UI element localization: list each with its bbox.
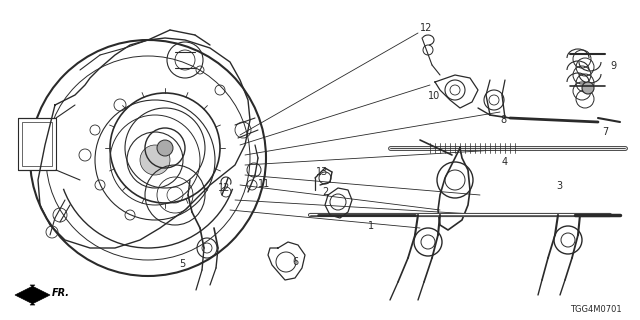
Text: 6: 6 [292,257,298,267]
Bar [18,118,56,170]
Text: 12: 12 [420,23,433,33]
Circle shape [140,145,170,175]
Text: 13: 13 [316,167,328,177]
Bar [22,122,52,166]
Text: 11: 11 [258,179,270,189]
Text: TGG4M0701: TGG4M0701 [570,305,622,314]
Text: FR.: FR. [52,288,70,298]
Text: 1: 1 [368,221,374,231]
Text: 5: 5 [179,259,185,269]
Text: 4: 4 [502,157,508,167]
Polygon shape [15,285,50,305]
Text: 3: 3 [556,181,562,191]
Text: 8: 8 [500,115,506,125]
Text: 9: 9 [610,61,616,71]
Text: 12: 12 [218,183,230,193]
Text: 10: 10 [428,91,440,101]
Circle shape [582,82,594,94]
Text: 7: 7 [602,127,608,137]
Text: 2: 2 [322,187,328,197]
Circle shape [157,140,173,156]
